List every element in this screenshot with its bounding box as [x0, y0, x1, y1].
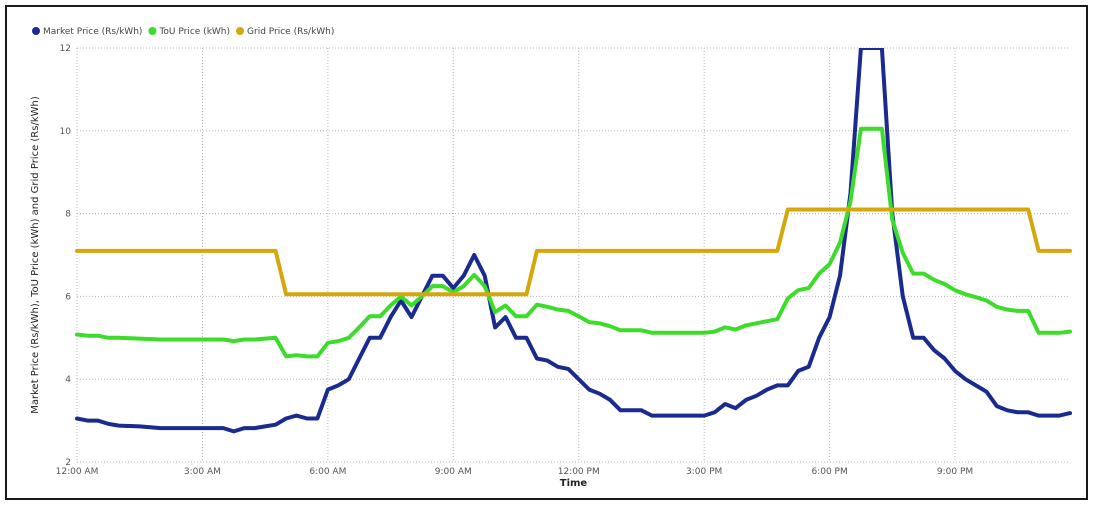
- y-tick-label: 6: [65, 292, 71, 302]
- legend-marker: [148, 27, 157, 35]
- legend-label: Grid Price (Rs/kWh): [247, 27, 334, 37]
- x-tick-label: 12:00 PM: [558, 467, 600, 477]
- y-tick-label: 12: [60, 44, 71, 54]
- x-tick-label: 12:00 AM: [56, 467, 99, 477]
- legend-label: ToU Price (kWh): [158, 27, 230, 37]
- y-tick-label: 10: [60, 127, 72, 137]
- y-tick-label: 8: [65, 210, 71, 220]
- legend-label: Market Price (Rs/kWh): [43, 27, 142, 37]
- series-lines: [75, 48, 1072, 434]
- axes: 2 4 6 8 10 12 12:00 AM 3:00 AM 6:00 AM 9:00 AM 12:…: [56, 44, 974, 477]
- x-tick-label: 6:00 AM: [309, 467, 346, 477]
- x-tick-label: 6:00 PM: [811, 467, 847, 477]
- series-line-1: [75, 126, 1072, 359]
- legend-marker: [32, 27, 40, 35]
- x-tick-label: 9:00 PM: [937, 467, 973, 477]
- x-tick-label: 9:00 AM: [435, 467, 472, 477]
- series-line-0: [75, 48, 1072, 434]
- x-tick-label: 3:00 PM: [686, 467, 722, 477]
- legend-marker: [236, 27, 245, 35]
- series-line-2: [75, 207, 1072, 297]
- x-axis-title: Time: [560, 478, 588, 489]
- y-axis-title: Market Price (Rs/kWh), ToU Price (kWh) a…: [30, 96, 41, 414]
- y-tick-label: 2: [65, 458, 71, 468]
- grid: [76, 47, 1070, 463]
- legend: Market Price (Rs/kWh) ToU Price (kWh) Grid…: [32, 27, 334, 37]
- x-tick-label: 3:00 AM: [184, 467, 221, 477]
- y-tick-label: 4: [65, 375, 71, 385]
